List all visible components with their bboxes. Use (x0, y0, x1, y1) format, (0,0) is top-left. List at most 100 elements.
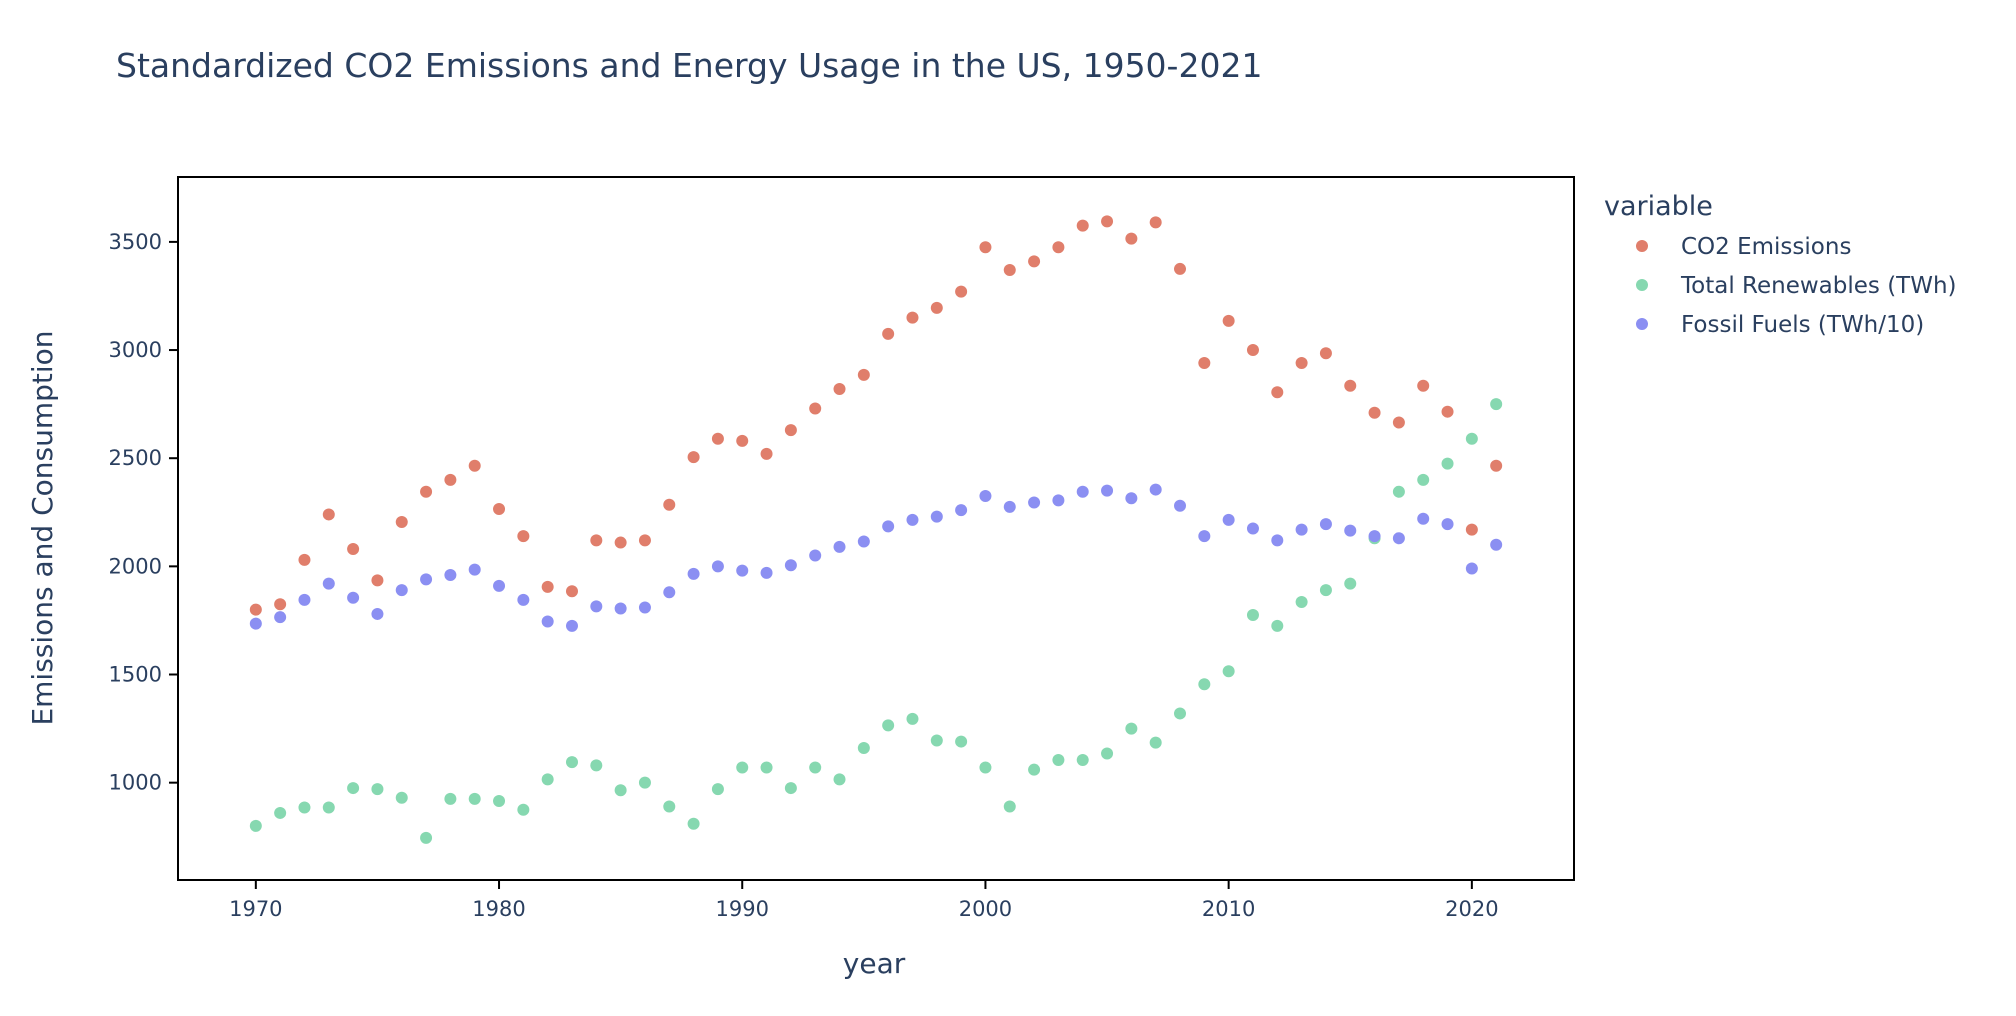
data-point (322, 577, 335, 590)
data-point (1271, 386, 1284, 399)
data-point (857, 742, 870, 755)
data-point (1295, 596, 1308, 609)
data-point (711, 560, 724, 573)
data-point (1246, 344, 1259, 357)
data-point (784, 424, 797, 437)
data-point (493, 795, 506, 808)
data-point (517, 530, 530, 543)
series-0 (249, 215, 1503, 616)
y-tick-label: 3000 (109, 338, 162, 362)
data-point (1441, 518, 1454, 531)
data-point (347, 543, 360, 556)
data-point (1465, 523, 1478, 536)
data-point (1490, 538, 1503, 551)
data-point (1003, 264, 1016, 277)
chart-title: Standardized CO2 Emissions and Energy Us… (116, 46, 1262, 85)
data-point (1222, 513, 1235, 526)
data-point (1101, 215, 1114, 228)
data-point (298, 553, 311, 566)
data-point (1125, 722, 1138, 735)
data-point (395, 584, 408, 597)
data-point (955, 504, 968, 517)
data-point (444, 792, 457, 805)
y-tick-label: 2000 (109, 554, 162, 578)
data-point (1319, 584, 1332, 597)
data-point (322, 508, 335, 521)
data-point (1052, 753, 1065, 766)
data-point (517, 593, 530, 606)
data-point (711, 783, 724, 796)
data-point (322, 801, 335, 814)
plot-area (177, 176, 1575, 881)
data-point (1271, 619, 1284, 632)
data-point (1344, 577, 1357, 590)
x-tick-label: 1970 (229, 897, 282, 921)
data-point (420, 573, 433, 586)
series-1 (249, 398, 1503, 844)
data-point (249, 617, 262, 630)
legend-marker (1636, 318, 1648, 330)
data-point (420, 831, 433, 844)
data-point (1174, 707, 1187, 720)
data-point (371, 574, 384, 587)
data-point (614, 536, 627, 549)
data-point (760, 566, 773, 579)
data-point (979, 490, 992, 503)
data-point (711, 432, 724, 445)
data-point (1246, 609, 1259, 622)
data-point (468, 563, 481, 576)
data-point (857, 535, 870, 548)
data-point (298, 801, 311, 814)
data-point (906, 513, 919, 526)
data-point (1392, 485, 1405, 498)
data-point (1368, 406, 1381, 419)
data-point (1149, 483, 1162, 496)
data-point (1441, 405, 1454, 418)
data-point (468, 459, 481, 472)
data-point (347, 782, 360, 795)
data-point (809, 761, 822, 774)
x-tick-label: 2000 (959, 897, 1012, 921)
data-point (882, 719, 895, 732)
data-point (1101, 484, 1114, 497)
data-point (663, 498, 676, 511)
data-point (1417, 379, 1430, 392)
data-point (1003, 500, 1016, 513)
data-point (1076, 753, 1089, 766)
data-point (687, 451, 700, 464)
data-point (760, 447, 773, 460)
data-point (857, 368, 870, 381)
data-point (1174, 499, 1187, 512)
data-point (614, 602, 627, 615)
data-point (1198, 357, 1211, 370)
data-point (1028, 763, 1041, 776)
data-point (809, 549, 822, 562)
legend-marker (1636, 279, 1648, 291)
series-2 (249, 483, 1503, 632)
data-point (638, 601, 651, 614)
y-axis-title: Emissions and Consumption (26, 330, 59, 725)
data-point (663, 586, 676, 599)
data-point (1295, 523, 1308, 536)
data-point (979, 761, 992, 774)
data-point (1271, 534, 1284, 547)
data-point (371, 607, 384, 620)
x-axis-title: year (843, 947, 906, 980)
data-point (1465, 562, 1478, 575)
y-tick-label: 3500 (109, 230, 162, 254)
y-tick-label: 2500 (109, 446, 162, 470)
data-point (687, 567, 700, 580)
plot-frame (177, 176, 1575, 881)
data-point (298, 593, 311, 606)
data-point (249, 603, 262, 616)
data-point (1028, 496, 1041, 509)
data-point (371, 783, 384, 796)
data-point (784, 559, 797, 572)
data-point (1125, 492, 1138, 505)
data-point (955, 735, 968, 748)
data-point (760, 761, 773, 774)
data-point (395, 516, 408, 529)
data-point (687, 817, 700, 830)
data-point (1101, 747, 1114, 760)
data-point (420, 485, 433, 498)
